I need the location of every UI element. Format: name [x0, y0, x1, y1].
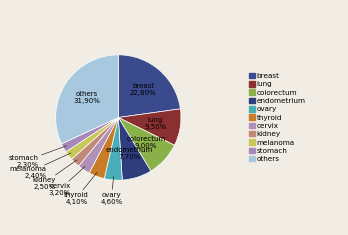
Text: lung
9,50%: lung 9,50%	[144, 117, 167, 130]
Wedge shape	[79, 118, 118, 173]
Text: thyroid
4,10%: thyroid 4,10%	[64, 172, 97, 205]
Text: endometrium
7,70%: endometrium 7,70%	[106, 147, 153, 160]
Wedge shape	[72, 118, 118, 166]
Wedge shape	[66, 118, 118, 159]
Text: breast
22,80%: breast 22,80%	[130, 83, 156, 96]
Text: melanoma
2,40%: melanoma 2,40%	[9, 153, 71, 179]
Text: stomach
2,30%: stomach 2,30%	[9, 146, 66, 168]
Wedge shape	[118, 55, 180, 118]
Wedge shape	[118, 109, 181, 145]
Wedge shape	[104, 118, 122, 180]
Text: cervix
3,20%: cervix 3,20%	[48, 166, 85, 196]
Wedge shape	[89, 118, 118, 179]
Text: kidney
2,50%: kidney 2,50%	[32, 160, 77, 190]
Wedge shape	[56, 55, 118, 144]
Wedge shape	[118, 118, 174, 171]
Text: ovary
4,60%: ovary 4,60%	[101, 176, 123, 205]
Legend: breast, lung, colorectum, endometrium, ovary, thyroid, cervix, kidney, melanoma,: breast, lung, colorectum, endometrium, o…	[246, 70, 309, 165]
Text: others
31,90%: others 31,90%	[73, 91, 100, 104]
Text: colorectum
9,00%: colorectum 9,00%	[126, 136, 166, 149]
Wedge shape	[118, 118, 151, 180]
Wedge shape	[62, 118, 118, 152]
